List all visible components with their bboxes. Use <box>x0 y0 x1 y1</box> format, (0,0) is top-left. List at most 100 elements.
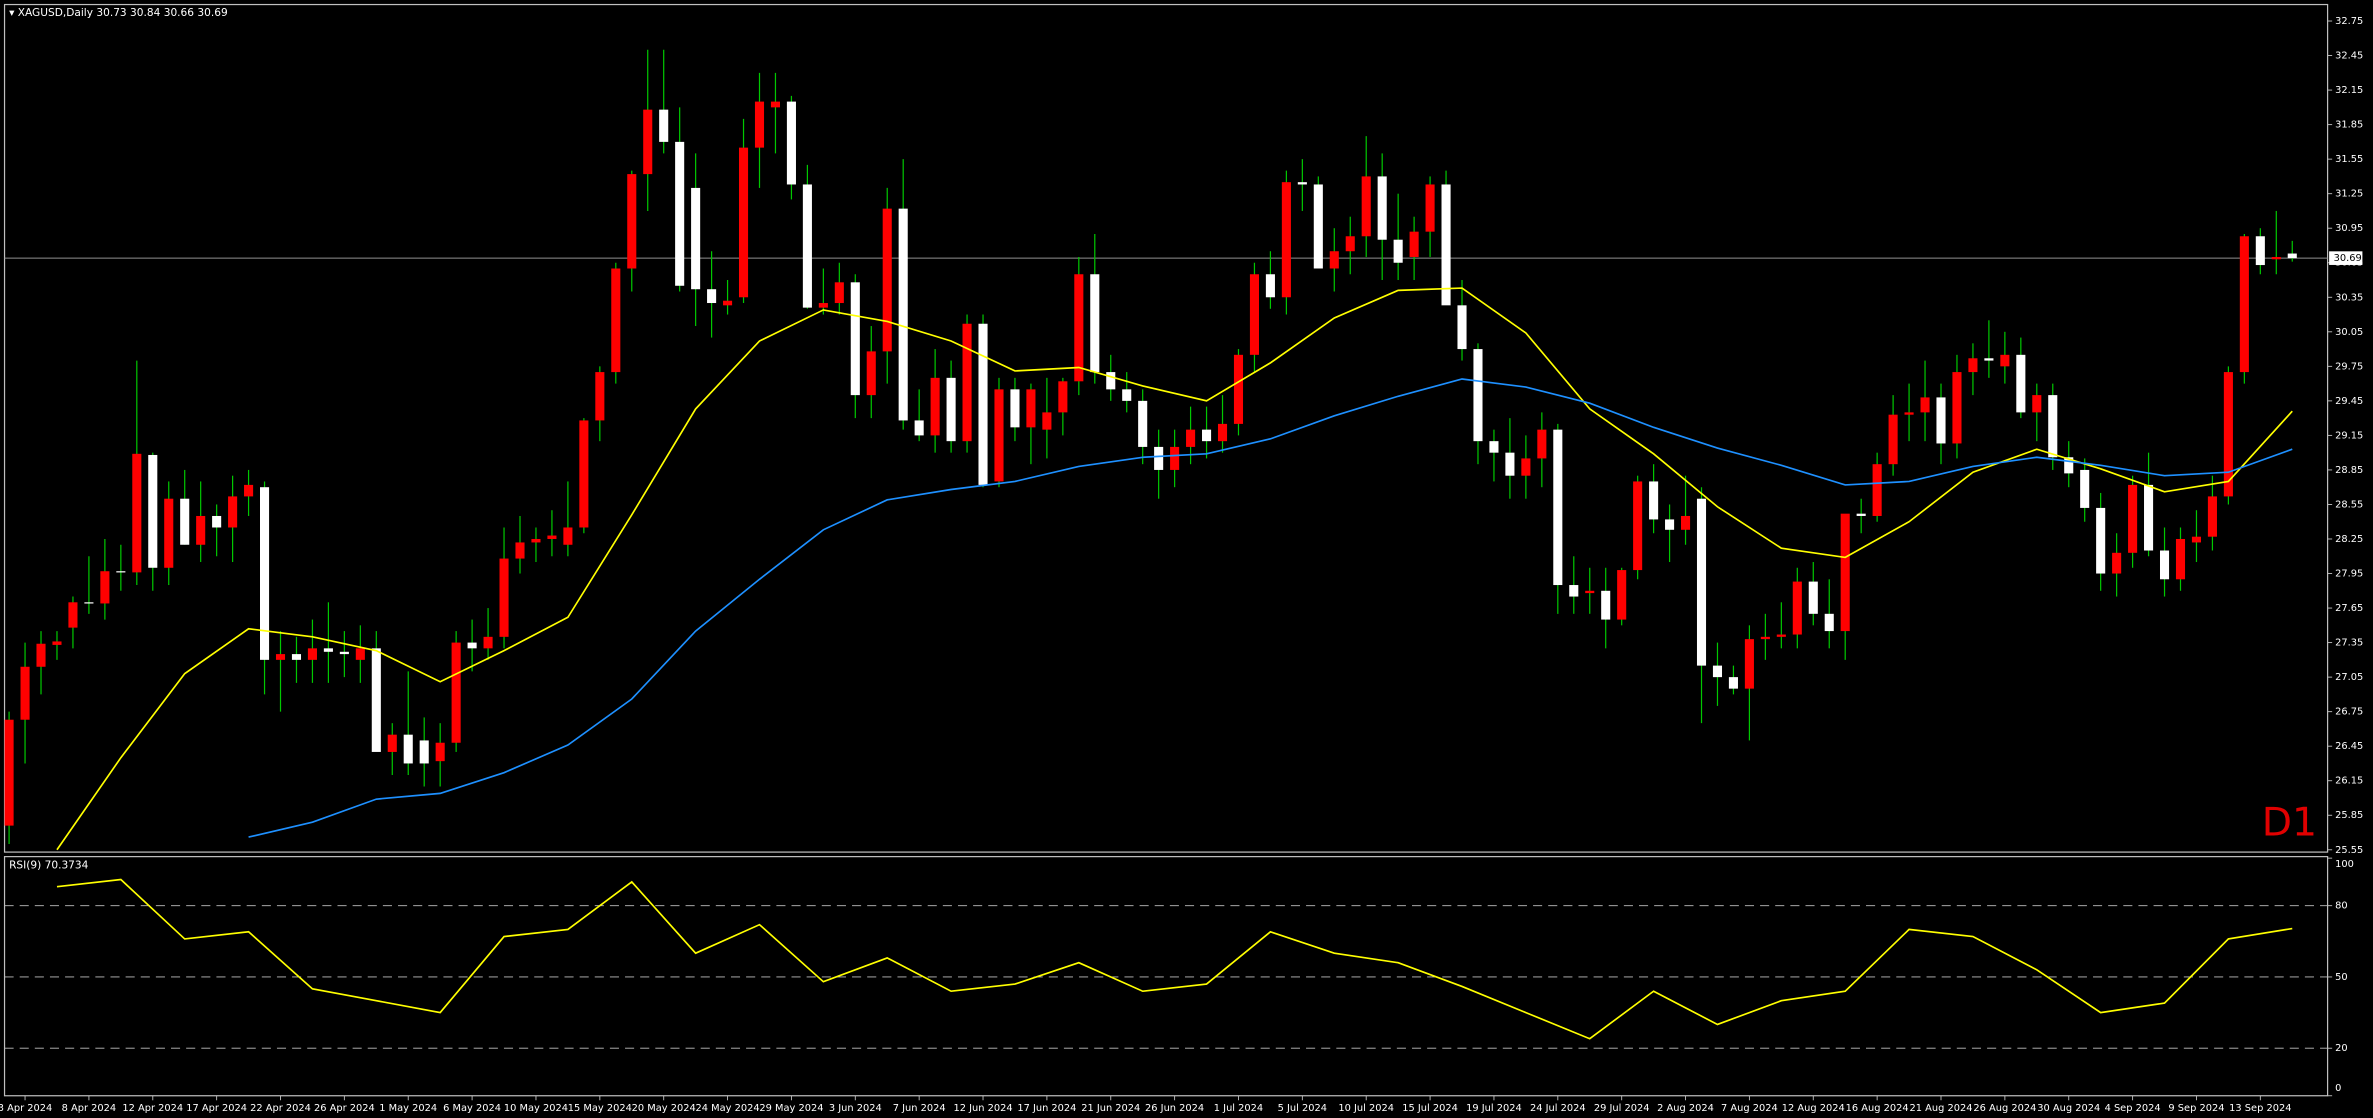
y-tick-label: 28.25 <box>2335 534 2363 545</box>
candle-body <box>834 282 844 304</box>
x-tick-label: 12 Apr 2024 <box>122 1103 183 1114</box>
candle-body <box>1489 441 1499 453</box>
candle-body <box>307 648 317 660</box>
x-tick-label: 13 Sep 2024 <box>2229 1103 2291 1114</box>
candle-body <box>723 300 733 306</box>
candle-body <box>659 109 669 142</box>
low-value: 30.66 <box>164 7 195 19</box>
candle-body <box>1712 665 1723 678</box>
candle-body <box>1361 176 1371 237</box>
candle-body <box>2048 395 2058 458</box>
candle-body <box>1872 464 1882 516</box>
candle-body <box>148 454 158 568</box>
candle-body <box>531 538 541 543</box>
candle-body <box>52 641 62 645</box>
candle-body <box>2096 507 2106 574</box>
rsi-title: RSI(9) <box>9 860 41 872</box>
candle-body <box>1728 677 1738 689</box>
candle-body <box>1042 412 1052 430</box>
candle-body <box>435 742 445 762</box>
candle-body <box>1154 446 1164 470</box>
y-tick-label: 27.95 <box>2335 569 2363 580</box>
candle-body <box>275 654 286 660</box>
candle-body <box>930 377 940 436</box>
y-tick-label: 30.95 <box>2335 223 2363 234</box>
x-tick-label: 5 Jul 2024 <box>1278 1103 1327 1114</box>
candle-body <box>1297 182 1307 185</box>
candle-body <box>2175 538 2186 580</box>
y-tick-label: 80 <box>2335 901 2348 912</box>
y-tick-label: 31.55 <box>2335 154 2363 165</box>
candle-body <box>914 420 924 436</box>
x-tick-label: 26 Apr 2024 <box>314 1103 375 1114</box>
y-tick-label: 29.15 <box>2335 430 2363 441</box>
candle-body <box>1904 412 1914 415</box>
candle-body <box>467 642 477 649</box>
candle-body <box>738 147 749 298</box>
dropdown-icon[interactable]: ▾ <box>9 7 18 19</box>
x-tick-label: 1 Jul 2024 <box>1214 1103 1263 1114</box>
candle-body <box>419 740 429 764</box>
y-tick-label: 29.75 <box>2335 361 2363 372</box>
candle-body <box>451 642 461 743</box>
rsi-frame <box>3 856 2329 1097</box>
candle-body <box>260 487 270 660</box>
candle-body <box>2000 354 2010 367</box>
y-tick-label: 30.35 <box>2335 292 2363 303</box>
candle-body <box>770 101 781 108</box>
x-tick-label: 3 Jun 2024 <box>829 1103 882 1114</box>
candle-body <box>1521 458 1531 476</box>
candle-body <box>882 208 892 352</box>
x-tick-label: 19 Jul 2024 <box>1466 1103 1522 1114</box>
candle-body <box>2080 469 2090 508</box>
x-tick-label: 15 Jul 2024 <box>1402 1103 1458 1114</box>
candle-body <box>1505 452 1515 476</box>
candle-body <box>1217 423 1228 442</box>
candle-body <box>1760 636 1770 640</box>
close-value: 30.69 <box>197 7 227 19</box>
candle-body <box>2239 236 2249 373</box>
y-tick-label: 25.55 <box>2335 845 2363 856</box>
candle-body <box>786 101 796 185</box>
y-tick-label: 29.45 <box>2335 396 2363 407</box>
candle-body <box>962 323 972 442</box>
candle-body <box>1457 305 1467 350</box>
y-tick-label: 26.75 <box>2335 707 2363 718</box>
x-tick-label: 24 May 2024 <box>696 1103 760 1114</box>
period-label: D1 <box>2262 799 2317 845</box>
candle-body <box>1952 372 1962 444</box>
candle-body <box>2032 395 2042 413</box>
candle-body <box>1856 513 1866 516</box>
candle-body <box>1441 184 1451 306</box>
candle-body <box>196 515 206 545</box>
candle-body <box>1936 397 1946 444</box>
y-tick-label: 20 <box>2335 1043 2348 1054</box>
x-tick-label: 3 Apr 2024 <box>0 1103 52 1114</box>
y-tick-label: 26.15 <box>2335 776 2363 787</box>
candle-body <box>1090 274 1100 373</box>
candle-body <box>84 602 94 604</box>
candle-body <box>1249 274 1259 355</box>
candle-body <box>515 542 525 559</box>
x-tick-label: 4 Sep 2024 <box>2105 1103 2161 1114</box>
candle-body <box>2144 484 2154 551</box>
y-tick-label: 32.15 <box>2335 85 2363 96</box>
candle-body <box>116 571 126 573</box>
x-tick-label: 10 May 2024 <box>504 1103 568 1114</box>
candle-body <box>1170 446 1180 470</box>
candle-body <box>20 666 30 720</box>
x-tick-label: 12 Aug 2024 <box>1782 1103 1845 1114</box>
y-tick-label: 28.55 <box>2335 499 2363 510</box>
x-tick-label: 29 Jul 2024 <box>1594 1103 1650 1114</box>
x-tick-label: 26 Aug 2024 <box>1973 1103 2036 1114</box>
candle-body <box>1665 519 1675 530</box>
candle-body <box>1696 498 1707 666</box>
y-tick-label: 30.05 <box>2335 327 2363 338</box>
rsi-line <box>56 878 2293 1040</box>
price-plot <box>4 49 2328 851</box>
y-tick-label: 25.85 <box>2335 810 2363 821</box>
candle-body <box>403 734 413 764</box>
candle-body <box>643 109 653 175</box>
candle-body <box>1792 581 1802 635</box>
candle-body <box>547 535 557 539</box>
